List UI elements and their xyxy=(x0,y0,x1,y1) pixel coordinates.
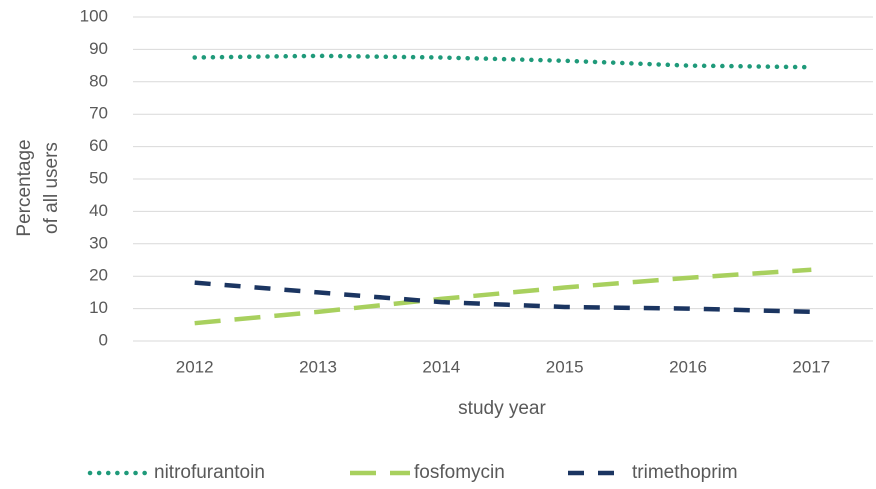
legend-label: trimethoprim xyxy=(632,462,738,483)
y-axis-title: of all users xyxy=(41,142,62,234)
line-series xyxy=(194,267,812,326)
y-tick-label: 10 xyxy=(89,298,108,317)
line-series xyxy=(194,280,812,315)
legend-label: fosfomycin xyxy=(414,462,505,483)
y-tick-label: 50 xyxy=(89,168,108,187)
x-tick-label: 2016 xyxy=(669,357,707,376)
legend-label: nitrofurantoin xyxy=(154,462,265,483)
y-tick-label: 20 xyxy=(89,266,108,285)
line-series xyxy=(192,53,814,70)
x-tick-label: 2017 xyxy=(792,357,830,376)
x-tick-label: 2012 xyxy=(176,357,214,376)
x-tick-label: 2014 xyxy=(422,357,460,376)
x-tick-label: 2015 xyxy=(546,357,584,376)
y-tick-label: 70 xyxy=(89,104,108,123)
y-tick-label: 80 xyxy=(89,71,108,90)
y-tick-label: 60 xyxy=(89,136,108,155)
y-tick-label: 100 xyxy=(80,6,108,25)
y-tick-label: 30 xyxy=(89,233,108,252)
y-tick-label: 90 xyxy=(89,39,108,58)
x-axis-title: study year xyxy=(458,398,546,419)
y-axis-title: Percentage xyxy=(14,139,35,236)
y-tick-label: 0 xyxy=(99,330,108,349)
x-tick-label: 2013 xyxy=(299,357,337,376)
y-tick-label: 40 xyxy=(89,201,108,220)
